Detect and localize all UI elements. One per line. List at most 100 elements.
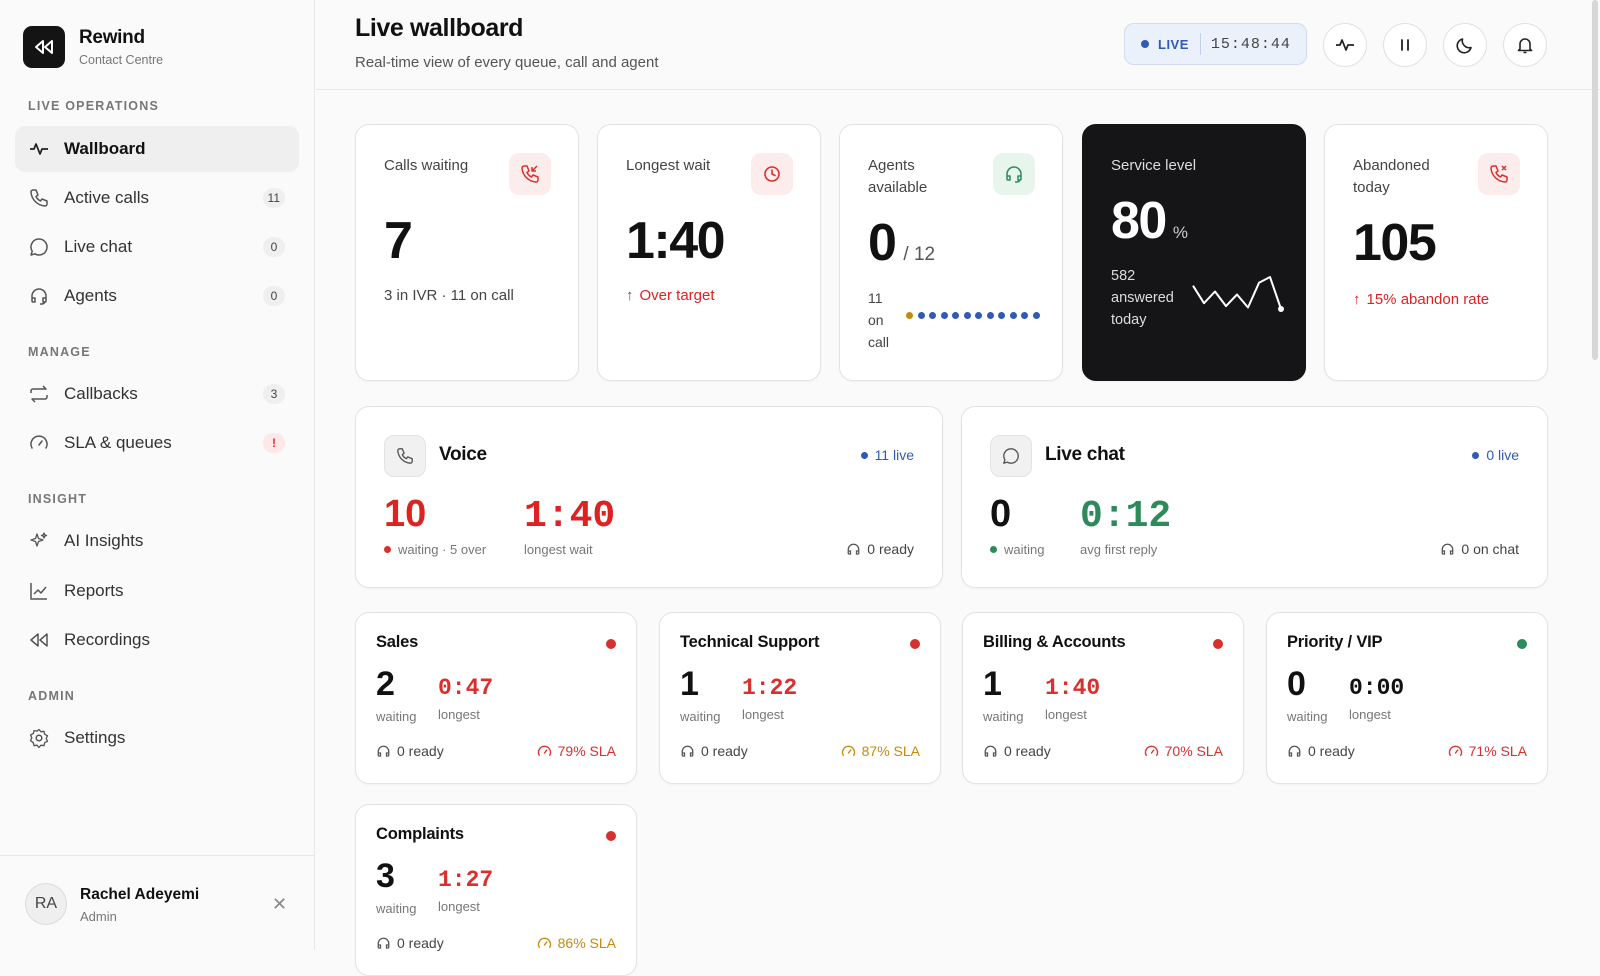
phone-incoming-icon xyxy=(509,153,551,195)
kpi-value: 80 % xyxy=(1111,191,1188,251)
sidebar-item-sla-queues[interactable]: SLA & queues ! xyxy=(15,420,299,466)
sidebar-item-label: Agents xyxy=(64,286,117,305)
channel-voice[interactable]: Voice 11 live 10 waiting · 5 over 1:40 l… xyxy=(355,406,943,588)
status-dot-icon xyxy=(384,546,391,553)
sparkline-end-point xyxy=(1278,306,1284,312)
phone-icon xyxy=(384,435,426,477)
sidebar-item-active-calls[interactable]: Active calls 11 xyxy=(15,175,299,221)
queue-name: Sales xyxy=(376,633,419,651)
section-admin: ADMIN xyxy=(28,689,75,703)
sidebar-item-label: Recordings xyxy=(64,630,150,649)
live-clock: 15:48:44 xyxy=(1210,35,1291,53)
bell-icon xyxy=(1517,38,1533,54)
queue-sla: 70% SLA xyxy=(1144,743,1223,759)
close-icon[interactable]: ✕ xyxy=(272,894,288,914)
kpi-value: 1:40 xyxy=(626,212,726,270)
sidebar-item-label: SLA & queues xyxy=(64,433,172,452)
agent-dot xyxy=(1032,312,1040,319)
answered-label: today xyxy=(1111,312,1147,328)
service-level-unit: % xyxy=(1172,223,1188,242)
service-level-sparkline xyxy=(1192,276,1284,312)
sidebar-item-recordings[interactable]: Recordings xyxy=(15,617,299,663)
agent-status-dots xyxy=(906,312,1044,319)
queue-longest-value: 0:00 xyxy=(1349,675,1405,701)
queue-ready: 0 ready xyxy=(983,743,1051,759)
agent-dot xyxy=(963,312,971,319)
sidebar-item-agents[interactable]: Agents 0 xyxy=(15,273,299,319)
queue-status-dot-icon xyxy=(1213,639,1223,649)
repeat-icon xyxy=(28,383,50,405)
kpi-title: Service level xyxy=(1111,157,1197,174)
notifications-button[interactable] xyxy=(1503,23,1547,67)
sidebar-item-callbacks[interactable]: Callbacks 3 xyxy=(15,371,299,417)
queue-waiting-value: 0 xyxy=(1287,665,1306,703)
sidebar-item-live-chat[interactable]: Live chat 0 xyxy=(15,224,299,270)
ready-text: 0 ready xyxy=(397,935,444,951)
phone-icon xyxy=(28,187,50,209)
section-live-operations: LIVE OPERATIONS xyxy=(28,99,159,113)
live-dot-icon xyxy=(860,451,868,459)
headset-icon xyxy=(28,285,50,307)
user-profile[interactable]: RA Rachel Adeyemi Admin ✕ xyxy=(0,855,315,950)
kpi-footnote: 3 in IVR · 11 on call xyxy=(384,287,514,304)
queue-longest-value: 1:27 xyxy=(438,867,494,893)
queue-waiting-label: waiting xyxy=(983,709,1024,724)
queue-ready: 0 ready xyxy=(376,935,444,951)
chat-icon xyxy=(28,236,50,258)
sidebar-item-ai-insights[interactable]: AI Insights xyxy=(15,518,299,564)
chat-avg-first-reply: 0:12 xyxy=(1080,495,1172,538)
chat-on-chat: 0 on chat xyxy=(1440,541,1519,557)
headset-icon xyxy=(993,153,1035,195)
sidebar-item-reports[interactable]: Reports xyxy=(15,568,299,614)
queue-card[interactable]: Billing & Accounts 1 waiting 1:40 longest 0 r… xyxy=(962,612,1244,784)
on-call-count: 11 xyxy=(868,290,883,306)
queue-waiting-value: 2 xyxy=(376,665,395,703)
channel-live-chat[interactable]: Live chat 0 live 0 waiting 0:12 avg firs… xyxy=(961,406,1548,588)
brand[interactable]: Rewind Contact Centre xyxy=(23,26,163,68)
kpi-value: 7 xyxy=(384,212,413,270)
queue-card[interactable]: Priority / VIP 0 waiting 0:00 longest 0 ready… xyxy=(1266,612,1548,784)
agents-on-call: 11 on call xyxy=(868,287,889,353)
gauge-icon xyxy=(28,432,50,454)
queue-card[interactable]: Technical Support 1 waiting 1:22 longest 0 re… xyxy=(659,612,941,784)
live-count-text: 0 live xyxy=(1486,447,1519,463)
queue-sla: 79% SLA xyxy=(537,743,616,759)
queue-waiting-value: 1 xyxy=(680,665,699,703)
sidebar-item-wallboard[interactable]: Wallboard xyxy=(15,126,299,172)
page-header: Live wallboard Real-time view of every q… xyxy=(316,0,1600,90)
sidebar-item-settings[interactable]: Settings xyxy=(15,715,299,761)
scrollbar[interactable] xyxy=(1592,0,1598,360)
pause-button[interactable] xyxy=(1383,23,1427,67)
queue-card[interactable]: Complaints 3 waiting 1:27 longest 0 ready 86% … xyxy=(355,804,637,976)
agent-dot xyxy=(917,312,925,319)
kpi-value: 0 / 12 xyxy=(868,213,935,273)
chat-icon xyxy=(990,435,1032,477)
sparkles-icon xyxy=(28,530,50,552)
brand-name: Rewind xyxy=(79,27,145,48)
gauge-icon xyxy=(537,744,552,759)
theme-toggle-button[interactable] xyxy=(1443,23,1487,67)
gear-icon xyxy=(28,727,50,749)
avatar: RA xyxy=(25,883,67,925)
kpi-foot-text: Over target xyxy=(639,287,715,304)
on-call-label: call xyxy=(868,334,890,350)
queue-sla: 87% SLA xyxy=(841,743,920,759)
queue-card[interactable]: Sales 2 waiting 0:47 longest 0 ready 79% SLA xyxy=(355,612,637,784)
kpi-foot-text: 15% abandon rate xyxy=(1366,291,1490,308)
queue-status-dot-icon xyxy=(910,639,920,649)
queue-ready: 0 ready xyxy=(1287,743,1355,759)
queue-name: Technical Support xyxy=(680,633,820,651)
divider xyxy=(1199,33,1201,55)
user-role: Admin xyxy=(80,909,117,924)
activity-button[interactable] xyxy=(1323,23,1367,67)
queue-status-dot-icon xyxy=(606,831,616,841)
queue-status-dot-icon xyxy=(606,639,616,649)
headset-icon xyxy=(1440,542,1455,557)
voice-longest-label: longest wait xyxy=(524,542,593,557)
service-level-value: 80 xyxy=(1111,192,1167,250)
ready-text: 0 ready xyxy=(1004,743,1051,759)
agent-dot xyxy=(929,312,936,319)
clock-icon xyxy=(751,153,793,195)
ready-text: 0 on chat xyxy=(1461,541,1519,557)
chat-waiting-value: 0 xyxy=(990,493,1012,535)
